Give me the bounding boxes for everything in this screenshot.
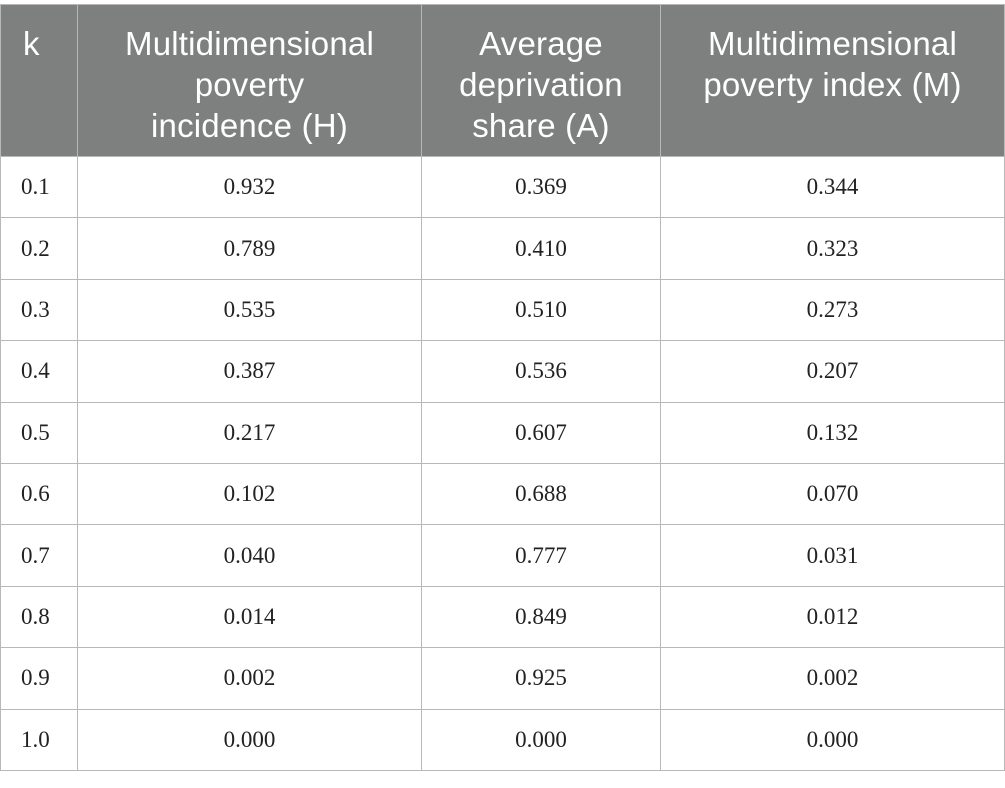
cell-k: 0.5 <box>0 401 78 464</box>
cell-poverty-index: 0.000 <box>660 708 1005 771</box>
cell-poverty-index: 0.273 <box>660 278 1005 342</box>
cell-deprivation-share: 0.688 <box>421 462 661 526</box>
cell-poverty-index: 0.031 <box>660 524 1005 587</box>
cell-k: 0.9 <box>0 647 78 710</box>
cell-poverty-index: 0.207 <box>660 340 1005 403</box>
cell-poverty-index: 0.070 <box>660 462 1005 526</box>
header-incidence-line: incidence (H) <box>150 107 348 144</box>
poverty-index-table: k Multidimensional poverty incidence (H)… <box>0 4 1005 771</box>
cell-incidence: 0.102 <box>77 462 422 526</box>
cell-deprivation-share: 0.777 <box>421 524 661 587</box>
cell-deprivation-share: 0.849 <box>421 585 661 649</box>
cell-poverty-index: 0.132 <box>660 401 1005 464</box>
cell-k: 0.6 <box>0 462 78 526</box>
cell-incidence: 0.387 <box>77 340 422 403</box>
cell-k: 0.7 <box>0 524 78 587</box>
table-row: 0.1 0.932 0.369 0.344 <box>0 155 1005 219</box>
cell-k: 0.8 <box>0 585 78 649</box>
header-incidence: Multidimensional poverty incidence (H) <box>77 4 422 157</box>
header-incidence-line: poverty <box>194 66 305 103</box>
table-row: 0.6 0.102 0.688 0.070 <box>0 462 1005 526</box>
table-row: 1.0 0.000 0.000 0.000 <box>0 708 1005 771</box>
header-k-line: k <box>23 25 40 62</box>
cell-deprivation-share: 0.000 <box>421 708 661 771</box>
header-deprivation-line: share (A) <box>472 107 610 144</box>
header-row: k Multidimensional poverty incidence (H)… <box>0 4 1005 157</box>
table-row: 0.5 0.217 0.607 0.132 <box>0 401 1005 464</box>
cell-incidence: 0.014 <box>77 585 422 649</box>
cell-poverty-index: 0.012 <box>660 585 1005 649</box>
cell-deprivation-share: 0.510 <box>421 278 661 342</box>
cell-incidence: 0.217 <box>77 401 422 464</box>
cell-incidence: 0.000 <box>77 708 422 771</box>
cell-k: 0.2 <box>0 217 78 280</box>
cell-incidence: 0.002 <box>77 647 422 710</box>
cell-deprivation-share: 0.536 <box>421 340 661 403</box>
header-index-line: Multidimensional <box>708 25 957 62</box>
cell-deprivation-share: 0.410 <box>421 217 661 280</box>
table-row: 0.4 0.387 0.536 0.207 <box>0 340 1005 403</box>
cell-deprivation-share: 0.925 <box>421 647 661 710</box>
header-index-line: poverty index (M) <box>703 66 962 103</box>
cell-incidence: 0.040 <box>77 524 422 587</box>
header-deprivation-line: Average <box>479 25 603 62</box>
header-k: k <box>0 4 78 157</box>
cell-incidence: 0.789 <box>77 217 422 280</box>
cell-k: 0.4 <box>0 340 78 403</box>
cell-k: 1.0 <box>0 708 78 771</box>
header-poverty-index: Multidimensional poverty index (M) <box>660 4 1005 157</box>
cell-deprivation-share: 0.607 <box>421 401 661 464</box>
header-deprivation-share: Average deprivation share (A) <box>421 4 661 157</box>
table-row: 0.3 0.535 0.510 0.273 <box>0 278 1005 342</box>
table-row: 0.7 0.040 0.777 0.031 <box>0 524 1005 587</box>
cell-incidence: 0.932 <box>77 155 422 219</box>
table-body: 0.1 0.932 0.369 0.344 0.2 0.789 0.410 0.… <box>0 155 1005 771</box>
header-deprivation-line: deprivation <box>459 66 623 103</box>
cell-poverty-index: 0.344 <box>660 155 1005 219</box>
table-header: k Multidimensional poverty incidence (H)… <box>0 4 1005 157</box>
cell-poverty-index: 0.323 <box>660 217 1005 280</box>
cell-deprivation-share: 0.369 <box>421 155 661 219</box>
cell-incidence: 0.535 <box>77 278 422 342</box>
table-row: 0.2 0.789 0.410 0.323 <box>0 217 1005 280</box>
table-row: 0.8 0.014 0.849 0.012 <box>0 585 1005 649</box>
cell-k: 0.3 <box>0 278 78 342</box>
cell-k: 0.1 <box>0 155 78 219</box>
table-row: 0.9 0.002 0.925 0.002 <box>0 647 1005 710</box>
cell-poverty-index: 0.002 <box>660 647 1005 710</box>
header-incidence-line: Multidimensional <box>125 25 374 62</box>
